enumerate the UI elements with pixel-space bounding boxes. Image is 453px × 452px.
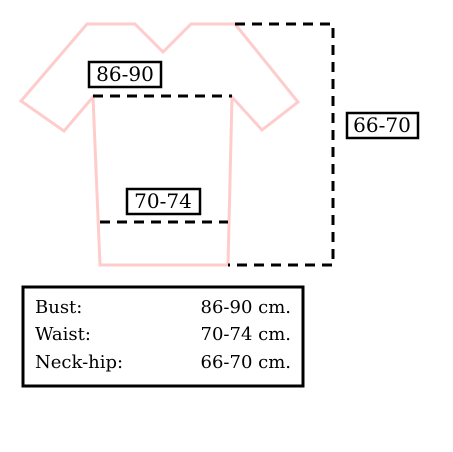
waist-tag: 70-74 xyxy=(125,187,202,216)
neck-hip-tag-box xyxy=(345,111,420,140)
bust-tag-box xyxy=(87,60,163,89)
neck-hip-tag: 66-70 xyxy=(345,111,420,140)
bust-tag-text: 86-90 xyxy=(96,62,154,86)
size-table: Bust: 86-90 cm. Waist: 70-74 cm. Neck-hi… xyxy=(21,285,305,388)
table-row-label: Waist: xyxy=(35,324,91,345)
table-row-value: 66-70 cm. xyxy=(201,352,291,373)
neck-hip-measure-line xyxy=(228,22,335,267)
waist-tag-box xyxy=(125,187,202,216)
table-row-value: 70-74 cm. xyxy=(201,324,291,345)
table-row-label: Neck-hip: xyxy=(35,352,123,373)
neck-hip-tag-text: 66-70 xyxy=(353,113,411,137)
tshirt-outline xyxy=(18,22,301,267)
bust-tag: 86-90 xyxy=(87,60,163,89)
waist-tag-text: 70-74 xyxy=(134,189,192,213)
table-row-label: Bust: xyxy=(35,297,82,318)
size-table-box xyxy=(21,285,305,388)
table-row-value: 86-90 cm. xyxy=(201,297,291,318)
